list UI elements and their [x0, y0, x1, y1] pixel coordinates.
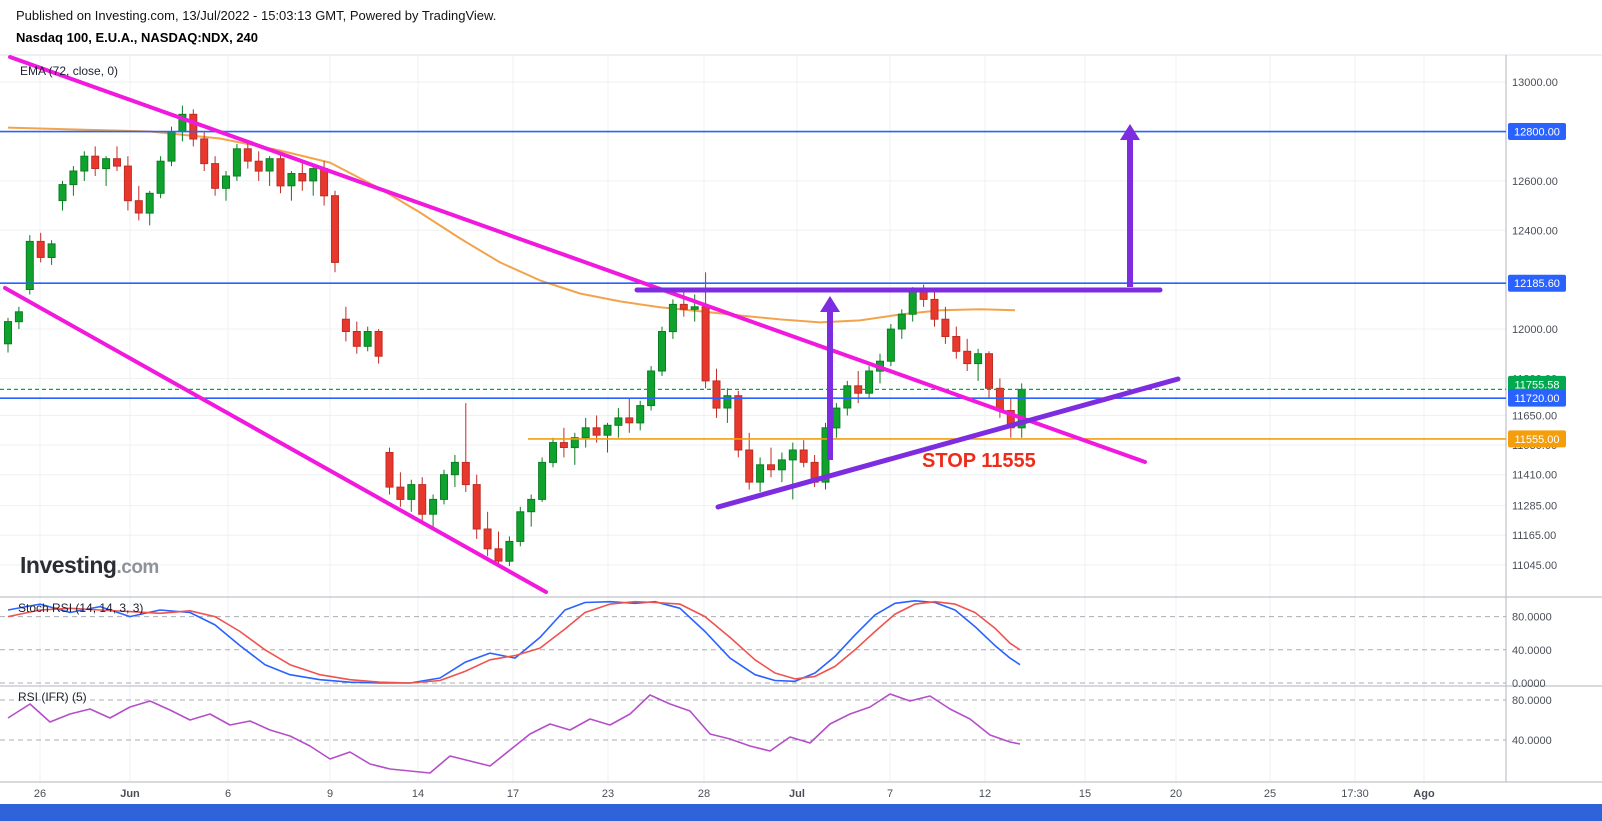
- up-arrow-head: [1120, 124, 1140, 140]
- rsi-indicator-label[interactable]: RSI (IFR) (5): [18, 690, 87, 704]
- svg-text:Ago: Ago: [1413, 788, 1435, 800]
- svg-text:9: 9: [327, 788, 333, 800]
- svg-text:6: 6: [225, 788, 231, 800]
- logo-suffix: .com: [116, 557, 159, 578]
- price-badge: [1508, 123, 1566, 141]
- svg-text:13000.00: 13000.00: [1512, 77, 1558, 89]
- logo-main: Investing: [20, 552, 117, 578]
- svg-text:23: 23: [602, 788, 614, 800]
- stoch-d-line[interactable]: [7, 600, 1021, 684]
- svg-text:12800.00: 12800.00: [1514, 127, 1560, 139]
- svg-text:12400.00: 12400.00: [1512, 225, 1558, 237]
- candles[interactable]: [4, 105, 1026, 568]
- published-line: Published on Investing.com, 13/Jul/2022 …: [16, 8, 497, 23]
- svg-text:28: 28: [698, 788, 710, 800]
- svg-text:14: 14: [412, 788, 424, 800]
- up-arrow-head: [820, 296, 840, 312]
- svg-text:17:30: 17:30: [1341, 788, 1369, 800]
- svg-text:12600.00: 12600.00: [1512, 176, 1558, 188]
- svg-text:25: 25: [1264, 788, 1276, 800]
- svg-text:80.0000: 80.0000: [1512, 612, 1552, 624]
- rsi-line[interactable]: [7, 693, 1021, 774]
- price-badge: [1508, 430, 1566, 448]
- stop-annotation: STOP 11555: [922, 450, 1036, 472]
- svg-text:11555.00: 11555.00: [1514, 434, 1559, 446]
- magenta-trendline[interactable]: [8, 55, 1147, 464]
- svg-text:12: 12: [979, 788, 991, 800]
- svg-text:7: 7: [887, 788, 893, 800]
- time-axis: 26 Jun 6 9 14 17 23 28 Jul 7 12 15 20 25 17:30 Ago: [34, 55, 1435, 800]
- magenta-trendline[interactable]: [3, 286, 548, 594]
- svg-text:17: 17: [507, 788, 519, 800]
- svg-text:12185.60: 12185.60: [1514, 278, 1560, 290]
- chart-title: Nasdaq 100, E.U.A., NASDAQ:NDX, 240: [16, 30, 259, 45]
- svg-text:20: 20: [1170, 788, 1182, 800]
- svg-text:11720.00: 11720.00: [1514, 393, 1559, 405]
- svg-text:80.0000: 80.0000: [1512, 695, 1552, 707]
- svg-text:Jun: Jun: [120, 788, 140, 800]
- svg-text:0.0000: 0.0000: [1512, 678, 1546, 690]
- svg-text:26: 26: [34, 788, 46, 800]
- price-badge: [1508, 375, 1566, 393]
- svg-text:12000.00: 12000.00: [1512, 324, 1558, 336]
- stoch-k-line[interactable]: [7, 599, 1021, 684]
- svg-text:11650.00: 11650.00: [1512, 410, 1557, 422]
- svg-text:15: 15: [1079, 788, 1091, 800]
- stoch-rsi-indicator-label[interactable]: Stoch RSI (14, 14, 3, 3): [18, 601, 144, 615]
- ema-indicator-label[interactable]: EMA (72, close, 0): [20, 64, 119, 78]
- svg-text:Jul: Jul: [789, 788, 805, 800]
- footer-bar: [0, 804, 1602, 821]
- svg-text:11410.00: 11410.00: [1512, 470, 1557, 482]
- purple-trendline[interactable]: [715, 376, 1181, 510]
- indicator-guides: 80.0000 40.0000 0.0000 80.0000 40.0000: [0, 612, 1552, 747]
- svg-text:40.0000: 40.0000: [1512, 645, 1552, 657]
- price-badge: [1508, 274, 1566, 292]
- price-badge: [1508, 389, 1566, 407]
- svg-text:40.0000: 40.0000: [1512, 735, 1552, 747]
- svg-text:11755.58: 11755.58: [1514, 379, 1559, 391]
- svg-text:11165.00: 11165.00: [1512, 530, 1556, 542]
- svg-text:11285.00: 11285.00: [1512, 501, 1557, 513]
- svg-text:11045.00: 11045.00: [1512, 560, 1557, 572]
- investing-logo: Investing.com: [20, 552, 159, 579]
- price-levels[interactable]: 12800.00 12185.60 11755.58 11720.00 11555.00: [0, 123, 1566, 448]
